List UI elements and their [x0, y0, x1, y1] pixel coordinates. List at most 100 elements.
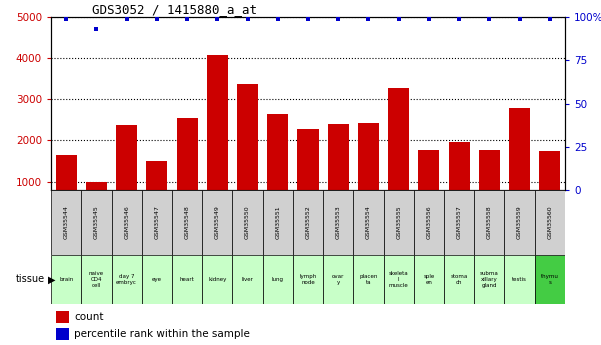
Bar [172, 190, 202, 255]
Bar [418, 150, 439, 223]
Text: GSM35546: GSM35546 [124, 206, 129, 239]
Text: brain: brain [59, 277, 73, 282]
Bar [535, 190, 565, 255]
Bar [504, 255, 535, 304]
Bar [535, 255, 565, 304]
Bar [86, 181, 107, 223]
Text: testis: testis [512, 277, 527, 282]
Point [213, 16, 222, 22]
Bar [358, 123, 379, 223]
Text: stoma
ch: stoma ch [451, 274, 468, 285]
Bar [56, 310, 69, 323]
Bar [51, 255, 81, 304]
Bar [233, 255, 263, 304]
Text: GSM35560: GSM35560 [548, 206, 552, 239]
Text: ovar
y: ovar y [332, 274, 344, 285]
Text: GSM35559: GSM35559 [517, 206, 522, 239]
Text: GSM35555: GSM35555 [396, 206, 401, 239]
Text: GSM35552: GSM35552 [305, 206, 311, 239]
Bar [233, 190, 263, 255]
Text: thymu
s: thymu s [541, 274, 559, 285]
Point [61, 16, 71, 22]
Point [273, 16, 282, 22]
Bar [474, 255, 504, 304]
Text: skeleta
l
muscle: skeleta l muscle [389, 271, 409, 288]
Point [182, 16, 192, 22]
Text: kidney: kidney [208, 277, 227, 282]
Bar [56, 328, 69, 340]
Bar [142, 190, 172, 255]
Bar [444, 255, 474, 304]
Point [122, 16, 132, 22]
Bar [328, 124, 349, 223]
Point [515, 16, 525, 22]
Text: GSM35553: GSM35553 [336, 206, 341, 239]
Text: eye: eye [152, 277, 162, 282]
Bar [353, 255, 383, 304]
Text: day 7
embryc: day 7 embryc [116, 274, 137, 285]
Bar [474, 190, 504, 255]
Text: GSM35549: GSM35549 [215, 206, 220, 239]
Bar [81, 255, 112, 304]
Text: lung: lung [272, 277, 284, 282]
Bar [388, 88, 409, 223]
Bar [414, 255, 444, 304]
Bar [293, 190, 323, 255]
Point [364, 16, 373, 22]
Bar [263, 190, 293, 255]
Bar [56, 155, 77, 223]
Bar [112, 255, 142, 304]
Bar [81, 190, 112, 255]
Point [545, 16, 555, 22]
Bar [202, 190, 233, 255]
Bar [383, 255, 414, 304]
Bar [323, 190, 353, 255]
Point [394, 16, 403, 22]
Text: GSM35550: GSM35550 [245, 206, 250, 239]
Bar [444, 190, 474, 255]
Text: naive
CD4
cell: naive CD4 cell [89, 271, 104, 288]
Bar [293, 255, 323, 304]
Bar [172, 255, 202, 304]
Text: heart: heart [180, 277, 195, 282]
Bar [509, 108, 530, 223]
Text: lymph
node: lymph node [299, 274, 317, 285]
Text: GSM35547: GSM35547 [154, 206, 159, 239]
Bar [116, 125, 137, 223]
Text: subma
xillary
gland: subma xillary gland [480, 271, 499, 288]
Bar [112, 190, 142, 255]
Text: GSM35545: GSM35545 [94, 206, 99, 239]
Text: GSM35557: GSM35557 [457, 206, 462, 239]
Bar [539, 151, 560, 223]
Text: percentile rank within the sample: percentile rank within the sample [74, 329, 250, 339]
Bar [353, 190, 383, 255]
Text: placen
ta: placen ta [359, 274, 377, 285]
Point [424, 16, 434, 22]
Bar [267, 114, 288, 223]
Bar [207, 55, 228, 223]
Text: liver: liver [242, 277, 254, 282]
Point [243, 16, 252, 22]
Text: sple
en: sple en [423, 274, 435, 285]
Bar [448, 142, 470, 223]
Text: GSM35558: GSM35558 [487, 206, 492, 239]
Text: tissue: tissue [16, 275, 45, 284]
Bar [297, 129, 319, 223]
Text: GSM35548: GSM35548 [185, 206, 189, 239]
Text: GSM35556: GSM35556 [427, 206, 432, 239]
Point [454, 16, 464, 22]
Bar [263, 255, 293, 304]
Point [91, 27, 101, 32]
Text: ▶: ▶ [48, 275, 55, 284]
Text: GSM35551: GSM35551 [275, 206, 280, 239]
Point [152, 16, 162, 22]
Text: count: count [74, 312, 104, 322]
Bar [504, 190, 535, 255]
Bar [146, 160, 168, 223]
Point [484, 16, 494, 22]
Text: GSM35554: GSM35554 [366, 206, 371, 239]
Text: GDS3052 / 1415880_a_at: GDS3052 / 1415880_a_at [92, 3, 257, 16]
Point [303, 16, 313, 22]
Bar [414, 190, 444, 255]
Bar [323, 255, 353, 304]
